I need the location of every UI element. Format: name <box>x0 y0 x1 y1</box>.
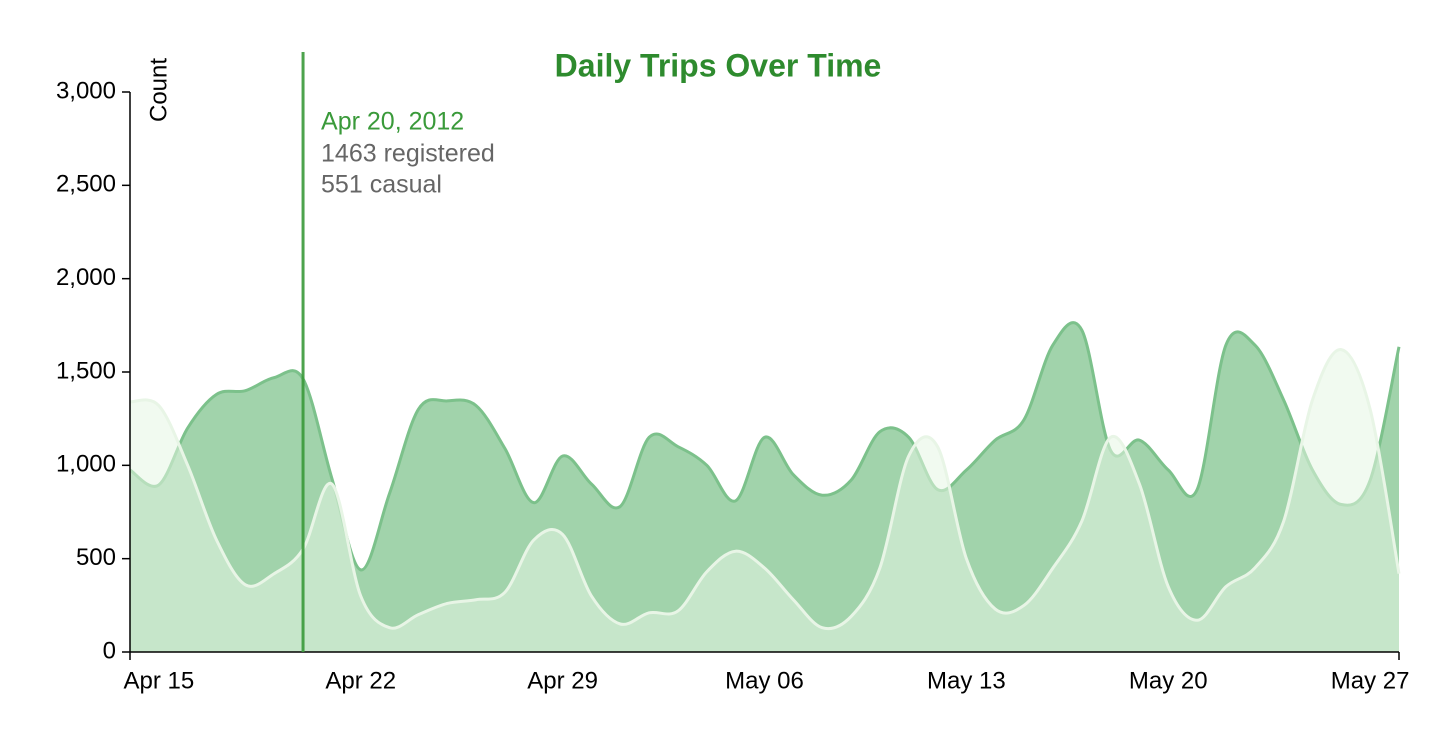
x-tick-label: Apr 22 <box>325 667 396 694</box>
y-tick-label: 3,000 <box>56 77 116 104</box>
x-tick-label: May 27 <box>1331 667 1410 694</box>
y-tick-label: 2,500 <box>56 171 116 198</box>
line <box>129 348 1401 631</box>
y-axis-label: Count <box>145 58 172 122</box>
x-tick-label: May 13 <box>927 667 1006 694</box>
y-tick-label: 2,000 <box>56 264 116 291</box>
x-tick-label: May 20 <box>1129 667 1208 694</box>
x-tick-label: Apr 29 <box>527 667 598 694</box>
y-tick-label: 1,000 <box>56 451 116 478</box>
y-tick-label: 1,500 <box>56 357 116 384</box>
tooltip-item: 1463 registered <box>321 140 495 168</box>
tooltip-item: 551 casual <box>321 171 442 199</box>
y-tick-label: 0 <box>103 637 116 664</box>
chart-title: Daily Trips Over Time <box>555 47 882 83</box>
plot-area <box>129 321 1401 652</box>
tooltip-date: Apr 20, 2012 <box>321 108 464 136</box>
x-tick-label: Apr 15 <box>123 667 194 694</box>
x-tick-label: May 06 <box>725 667 804 694</box>
area <box>130 349 1399 652</box>
y-tick-label: 500 <box>76 544 116 571</box>
